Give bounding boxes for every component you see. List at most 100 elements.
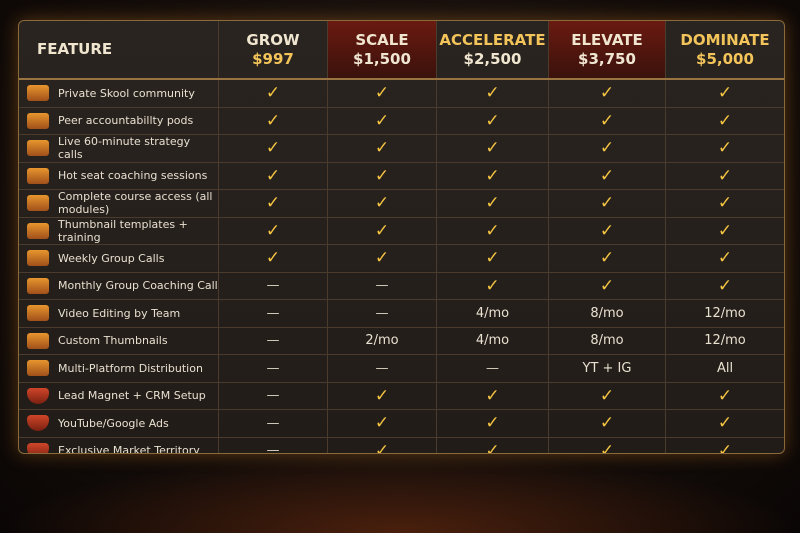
feature-label: Thumbnail templates + training [58,217,188,244]
check-icon: ✓ [485,220,500,241]
check-icon: ✓ [717,165,733,186]
value-cell: ✓ [219,80,328,107]
feature-cell: Video Editing by Team [19,300,219,327]
plan-name: SCALE [355,30,409,49]
plan-grow: GROW $997 [219,21,328,78]
plan-price: $5,000 [696,49,754,68]
feature-cell: Lead Magnet + CRM Setup [19,382,219,409]
value-cell: 8/mo [549,300,666,327]
value-cell: ✓ [328,410,437,437]
value-cell: ✓ [437,382,549,409]
pricing-table: FEATURE GROW $997 SCALE $1,500 ACCELERATE $… [18,20,785,454]
value-cell: ✓ [437,410,549,437]
check-icon: ✓ [717,413,733,434]
check-icon: ✓ [374,440,390,454]
check-icon: ✓ [599,138,615,159]
value-text: All [716,360,734,376]
image-icon [27,332,49,349]
shield-icon [27,387,49,404]
value-cell: — [328,300,437,327]
check-icon: ✓ [599,110,615,131]
value-cell: ✓ [549,437,666,454]
check-icon: ✓ [717,440,733,454]
check-icon: ✓ [374,385,390,406]
value-cell: 4/mo [437,300,549,327]
feature-cell: Hot seat coaching sessions [19,162,219,189]
dash-icon: — [375,305,389,321]
table-row: Video Editing by Team — — 4/mo 8/mo 12/mo [19,300,784,328]
value-cell: ✓ [666,163,784,190]
value-cell: — [219,300,328,327]
value-cell: ✓ [549,107,666,134]
check-icon: ✓ [599,275,615,296]
check-icon: ✓ [265,83,281,104]
check-icon: ✓ [485,440,500,454]
value-cell: 12/mo [666,328,784,355]
value-cell: ✓ [666,383,784,410]
value-cell: ✓ [328,135,437,162]
check-icon: ✓ [599,440,615,454]
feature-cell: Thumbnail templates + training [19,217,219,244]
value-cell: ✓ [549,162,666,189]
check-icon: ✓ [717,138,733,159]
value-cell: 2/mo [328,327,437,354]
check-icon: ✓ [485,275,500,296]
value-cell: ✓ [549,217,666,244]
check-icon: ✓ [599,220,615,241]
value-cell: 8/mo [549,327,666,354]
check-icon: ✓ [717,193,733,214]
table-row: Peer accountabillty pods ✓ ✓ ✓ ✓ ✓ [19,107,784,135]
value-cell: — [219,327,328,354]
check-icon: ✓ [599,248,615,269]
value-cell: All [666,355,784,382]
value-text: YT + IG [582,360,632,376]
value-cell: ✓ [666,135,784,162]
check-icon: ✓ [374,110,390,131]
feature-cell: Live 60-minute strategy calls [19,135,219,162]
table-row: Complete course access (all modules) ✓ ✓ ✓ ✓… [19,190,784,218]
value-cell: — [219,382,328,409]
value-cell: ✓ [328,382,437,409]
plan-price: $1,500 [353,49,411,68]
value-cell: ✓ [219,190,328,217]
check-icon: ✓ [717,275,733,296]
value-cell: ✓ [328,245,437,272]
value-cell: 4/mo [437,327,549,354]
dash-icon: — [375,278,389,294]
dash-icon: — [266,388,280,404]
value-cell: ✓ [666,190,784,217]
check-icon: ✓ [485,385,500,406]
check-icon: ✓ [374,83,390,104]
check-icon: ✓ [265,138,281,159]
dash-icon: — [266,333,280,349]
header-row: FEATURE GROW $997 SCALE $1,500 ACCELERATE $… [19,21,784,80]
check-icon: ✓ [374,248,390,269]
plan-name: DOMINATE [680,30,770,49]
table-body: Private Skool community ✓ ✓ ✓ ✓ ✓ Peer account… [19,80,784,454]
value-cell: ✓ [549,382,666,409]
value-cell: — [328,272,437,299]
table-row: Weekly Group Calls ✓ ✓ ✓ ✓ ✓ [19,245,784,273]
check-icon: ✓ [485,413,500,434]
table-row: Private Skool community ✓ ✓ ✓ ✓ ✓ [19,80,784,108]
value-cell: ✓ [437,245,549,272]
plan-dominate: DOMINATE $5,000 [666,21,784,78]
feature-cell: YouTube/Google Ads [19,410,219,437]
check-icon: ✓ [265,193,281,214]
value-cell: ✓ [328,217,437,244]
plan-scale: SCALE $1,500 [328,21,437,78]
value-cell: — [219,355,328,382]
feature-cell: Weekly Group Calls [19,245,219,272]
table-row: Multi-Platform Distribution — — — YT + IG All [19,355,784,383]
value-cell: ✓ [666,80,784,107]
group-icon [27,112,49,129]
value-cell: ✓ [437,190,549,217]
value-cell: — [219,410,328,437]
check-icon: ✓ [599,83,615,104]
value-cell: ✓ [437,80,549,107]
dash-icon: — [266,305,280,321]
shield-icon [27,415,49,432]
feature-label: Monthly Group Coaching Call [58,279,218,293]
table-row: Hot seat coaching sessions ✓ ✓ ✓ ✓ ✓ [19,162,784,190]
check-icon: ✓ [485,83,500,104]
